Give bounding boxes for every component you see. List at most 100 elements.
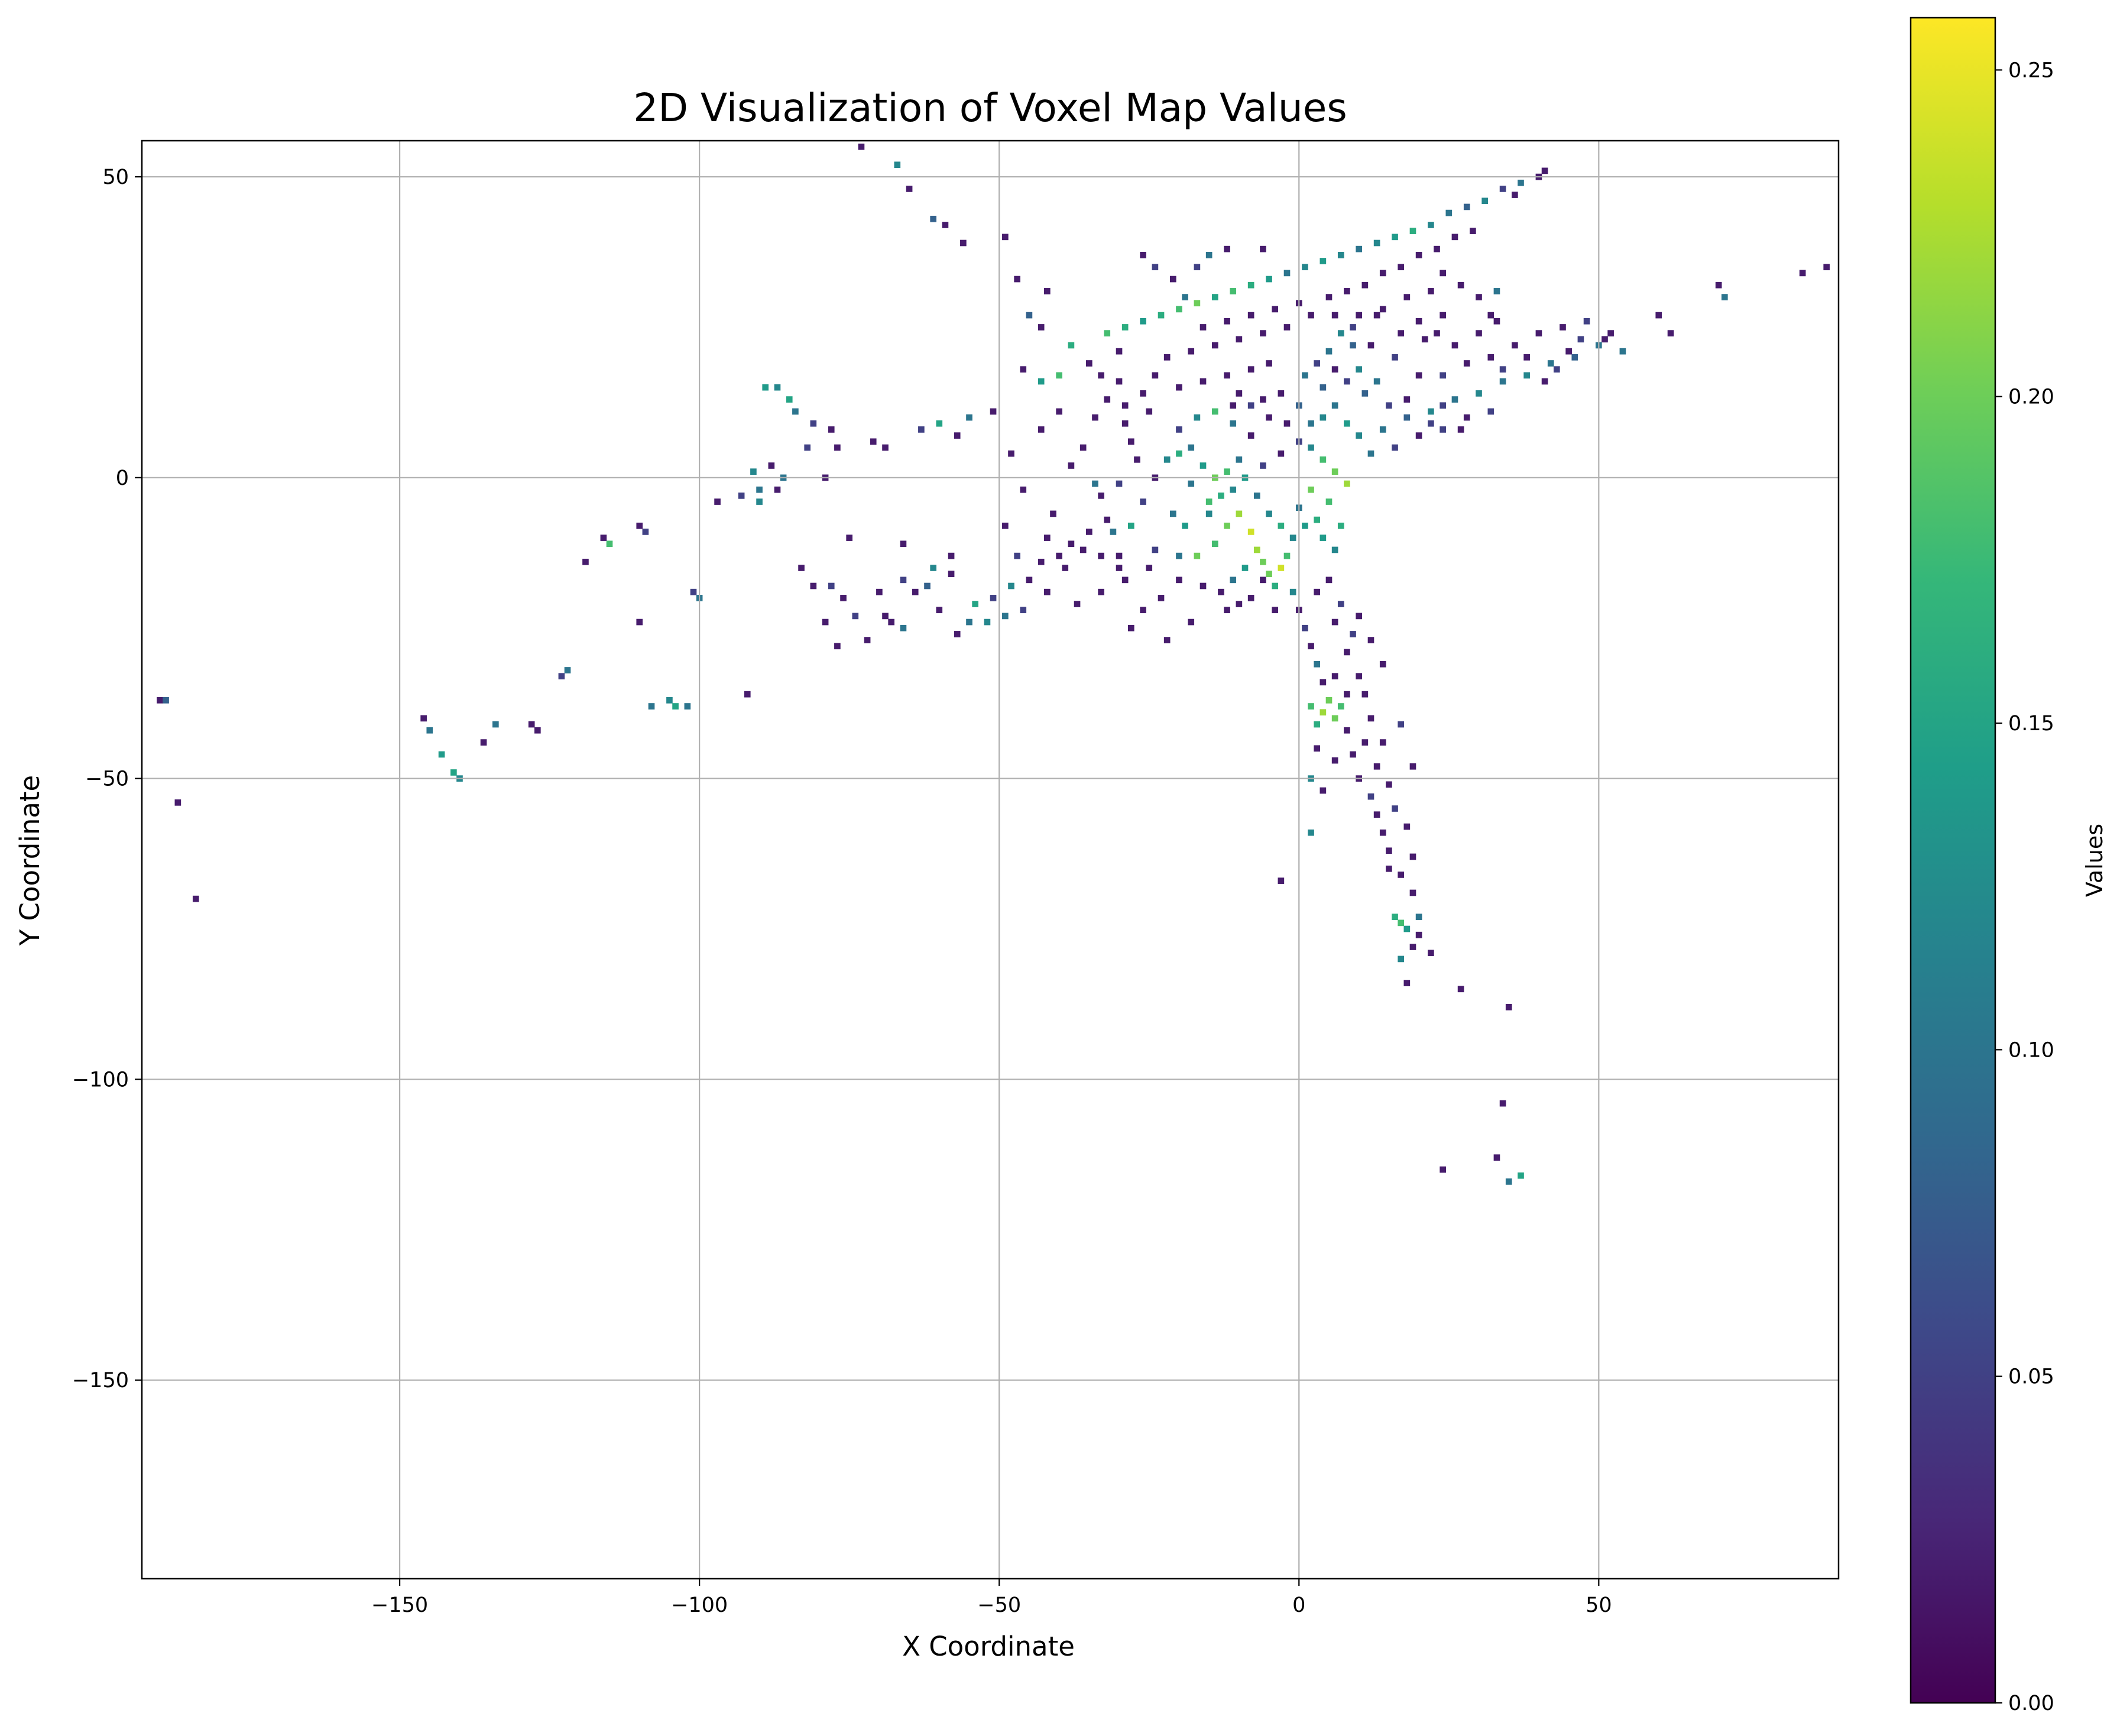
voxel-cell bbox=[1272, 306, 1279, 313]
voxel-cell bbox=[1476, 294, 1482, 300]
voxel-cell bbox=[1289, 535, 1296, 541]
voxel-cell bbox=[1451, 396, 1458, 403]
voxel-cell bbox=[1428, 950, 1434, 957]
voxel-cell bbox=[1169, 510, 1176, 517]
voxel-cell bbox=[1199, 582, 1207, 590]
voxel-cell bbox=[1403, 396, 1411, 403]
voxel-cell bbox=[1331, 366, 1338, 373]
voxel-cell bbox=[1367, 793, 1374, 800]
colorbar-tick-label: 0.15 bbox=[2008, 712, 2054, 736]
voxel-cell bbox=[1331, 618, 1338, 626]
voxel-cell bbox=[1715, 281, 1722, 289]
voxel-cell bbox=[756, 498, 763, 505]
voxel-cell bbox=[1098, 552, 1104, 559]
voxel-cell bbox=[1331, 546, 1338, 553]
voxel-cell bbox=[1278, 522, 1285, 529]
voxel-cell bbox=[1236, 510, 1243, 517]
voxel-cell bbox=[1211, 408, 1218, 415]
voxel-cell bbox=[1403, 980, 1411, 986]
grid-lines bbox=[142, 141, 1839, 1579]
voxel-cell bbox=[1457, 986, 1464, 993]
voxel-cell bbox=[1373, 811, 1380, 818]
voxel-cell bbox=[1386, 865, 1392, 872]
voxel-cell bbox=[1146, 565, 1153, 571]
voxel-cell bbox=[1230, 420, 1237, 427]
voxel-cell bbox=[1218, 493, 1224, 499]
voxel-cell bbox=[1337, 601, 1344, 607]
voxel-cell bbox=[1392, 354, 1398, 361]
voxel-cell bbox=[1266, 276, 1272, 283]
voxel-cell bbox=[1398, 264, 1405, 271]
voxel-cell bbox=[1463, 414, 1470, 421]
voxel-cell bbox=[1026, 312, 1033, 319]
voxel-cell bbox=[1146, 408, 1153, 415]
voxel-cell bbox=[1230, 576, 1237, 584]
voxel-cell bbox=[1289, 588, 1296, 595]
x-tick-label: 0 bbox=[1292, 1594, 1305, 1617]
voxel-cell bbox=[1283, 324, 1291, 331]
voxel-cell bbox=[1367, 342, 1374, 349]
voxel-cell bbox=[1379, 829, 1386, 836]
voxel-cell bbox=[1211, 342, 1218, 349]
voxel-cell bbox=[1440, 1166, 1446, 1173]
voxel-cell bbox=[1116, 480, 1123, 487]
voxel-cell bbox=[1002, 234, 1009, 241]
plot-area: −150 −100 −50 0 50 50 0 −50 −100 −150 bbox=[72, 140, 1840, 1617]
voxel-cell bbox=[1044, 535, 1051, 541]
voxel-cell bbox=[1158, 312, 1165, 319]
voxel-cell bbox=[1020, 366, 1027, 373]
voxel-cell bbox=[1601, 336, 1608, 343]
voxel-cell bbox=[1392, 234, 1398, 241]
voxel-cell bbox=[1176, 450, 1182, 457]
voxel-cell bbox=[1493, 1154, 1500, 1161]
voxel-cell bbox=[1002, 522, 1009, 529]
voxel-cell bbox=[1440, 402, 1446, 409]
voxel-cell bbox=[1320, 384, 1327, 391]
voxel-cell bbox=[1373, 763, 1380, 770]
voxel-cell bbox=[1266, 510, 1272, 517]
voxel-cell bbox=[1224, 318, 1230, 325]
voxel-cell bbox=[1499, 186, 1506, 192]
voxel-cell bbox=[1337, 703, 1344, 710]
voxel-cell bbox=[1314, 721, 1321, 728]
voxel-cell bbox=[762, 384, 769, 391]
voxel-cell bbox=[1398, 956, 1405, 963]
voxel-cell bbox=[558, 673, 565, 679]
voxel-cell bbox=[1445, 209, 1453, 216]
voxel-cell bbox=[1236, 456, 1243, 463]
voxel-cell bbox=[1512, 192, 1518, 198]
colorbar-tick-label: 0.10 bbox=[2008, 1038, 2054, 1062]
voxel-cell bbox=[1278, 565, 1285, 571]
voxel-cell bbox=[960, 239, 967, 247]
voxel-cell bbox=[1278, 390, 1285, 397]
voxel-cell bbox=[1266, 360, 1272, 367]
voxel-cell bbox=[714, 498, 721, 505]
voxel-cell bbox=[1331, 312, 1338, 319]
voxel-cell bbox=[1367, 715, 1374, 722]
voxel-cell bbox=[1667, 330, 1674, 336]
voxel-cell bbox=[1247, 366, 1254, 373]
voxel-cell bbox=[1074, 601, 1081, 607]
voxel-cell bbox=[990, 408, 997, 415]
voxel-cell bbox=[810, 420, 817, 427]
voxel-cell bbox=[1152, 546, 1159, 553]
voxel-cell bbox=[1199, 462, 1207, 469]
voxel-cell bbox=[1386, 402, 1392, 409]
voxel-cell bbox=[1140, 498, 1146, 505]
voxel-cell bbox=[1314, 588, 1321, 595]
voxel-cell bbox=[1409, 228, 1416, 234]
voxel-cell bbox=[834, 444, 841, 451]
voxel-cell bbox=[1104, 396, 1111, 403]
voxel-cell bbox=[1325, 498, 1333, 505]
voxel-cell bbox=[1104, 330, 1111, 336]
voxel-cell bbox=[672, 703, 679, 710]
voxel-cell bbox=[1283, 420, 1291, 427]
voxel-cell bbox=[846, 535, 853, 541]
voxel-cell bbox=[1260, 396, 1266, 403]
voxel-cell bbox=[1373, 239, 1380, 247]
voxel-cell bbox=[1266, 414, 1272, 421]
voxel-cell bbox=[1415, 318, 1422, 325]
voxel-cell bbox=[1038, 324, 1045, 331]
voxel-cell bbox=[1499, 1100, 1506, 1107]
